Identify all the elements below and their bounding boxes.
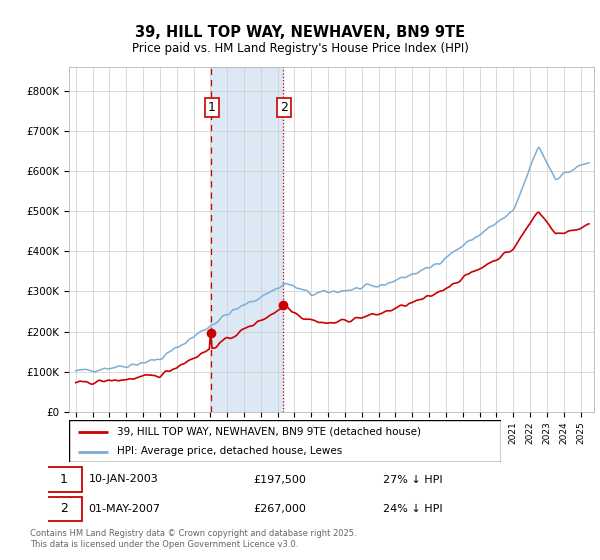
Text: 39, HILL TOP WAY, NEWHAVEN, BN9 9TE (detached house): 39, HILL TOP WAY, NEWHAVEN, BN9 9TE (det… (116, 427, 421, 437)
Text: £267,000: £267,000 (253, 504, 306, 514)
Text: Contains HM Land Registry data © Crown copyright and database right 2025.
This d: Contains HM Land Registry data © Crown c… (30, 529, 356, 549)
Text: 1: 1 (60, 473, 68, 486)
Text: 2: 2 (60, 502, 68, 515)
Text: 10-JAN-2003: 10-JAN-2003 (89, 474, 158, 484)
Bar (211, 67, 283, 412)
Text: £197,500: £197,500 (253, 474, 306, 484)
FancyBboxPatch shape (46, 467, 82, 492)
Text: 1: 1 (208, 101, 216, 114)
Text: 39, HILL TOP WAY, NEWHAVEN, BN9 9TE: 39, HILL TOP WAY, NEWHAVEN, BN9 9TE (135, 25, 465, 40)
Text: 01-MAY-2007: 01-MAY-2007 (89, 504, 161, 514)
Text: 24% ↓ HPI: 24% ↓ HPI (383, 504, 442, 514)
FancyBboxPatch shape (69, 420, 501, 462)
Text: 27% ↓ HPI: 27% ↓ HPI (383, 474, 442, 484)
Text: 2: 2 (280, 101, 288, 114)
Text: HPI: Average price, detached house, Lewes: HPI: Average price, detached house, Lewe… (116, 446, 342, 456)
FancyBboxPatch shape (46, 497, 82, 521)
Text: Price paid vs. HM Land Registry's House Price Index (HPI): Price paid vs. HM Land Registry's House … (131, 42, 469, 55)
